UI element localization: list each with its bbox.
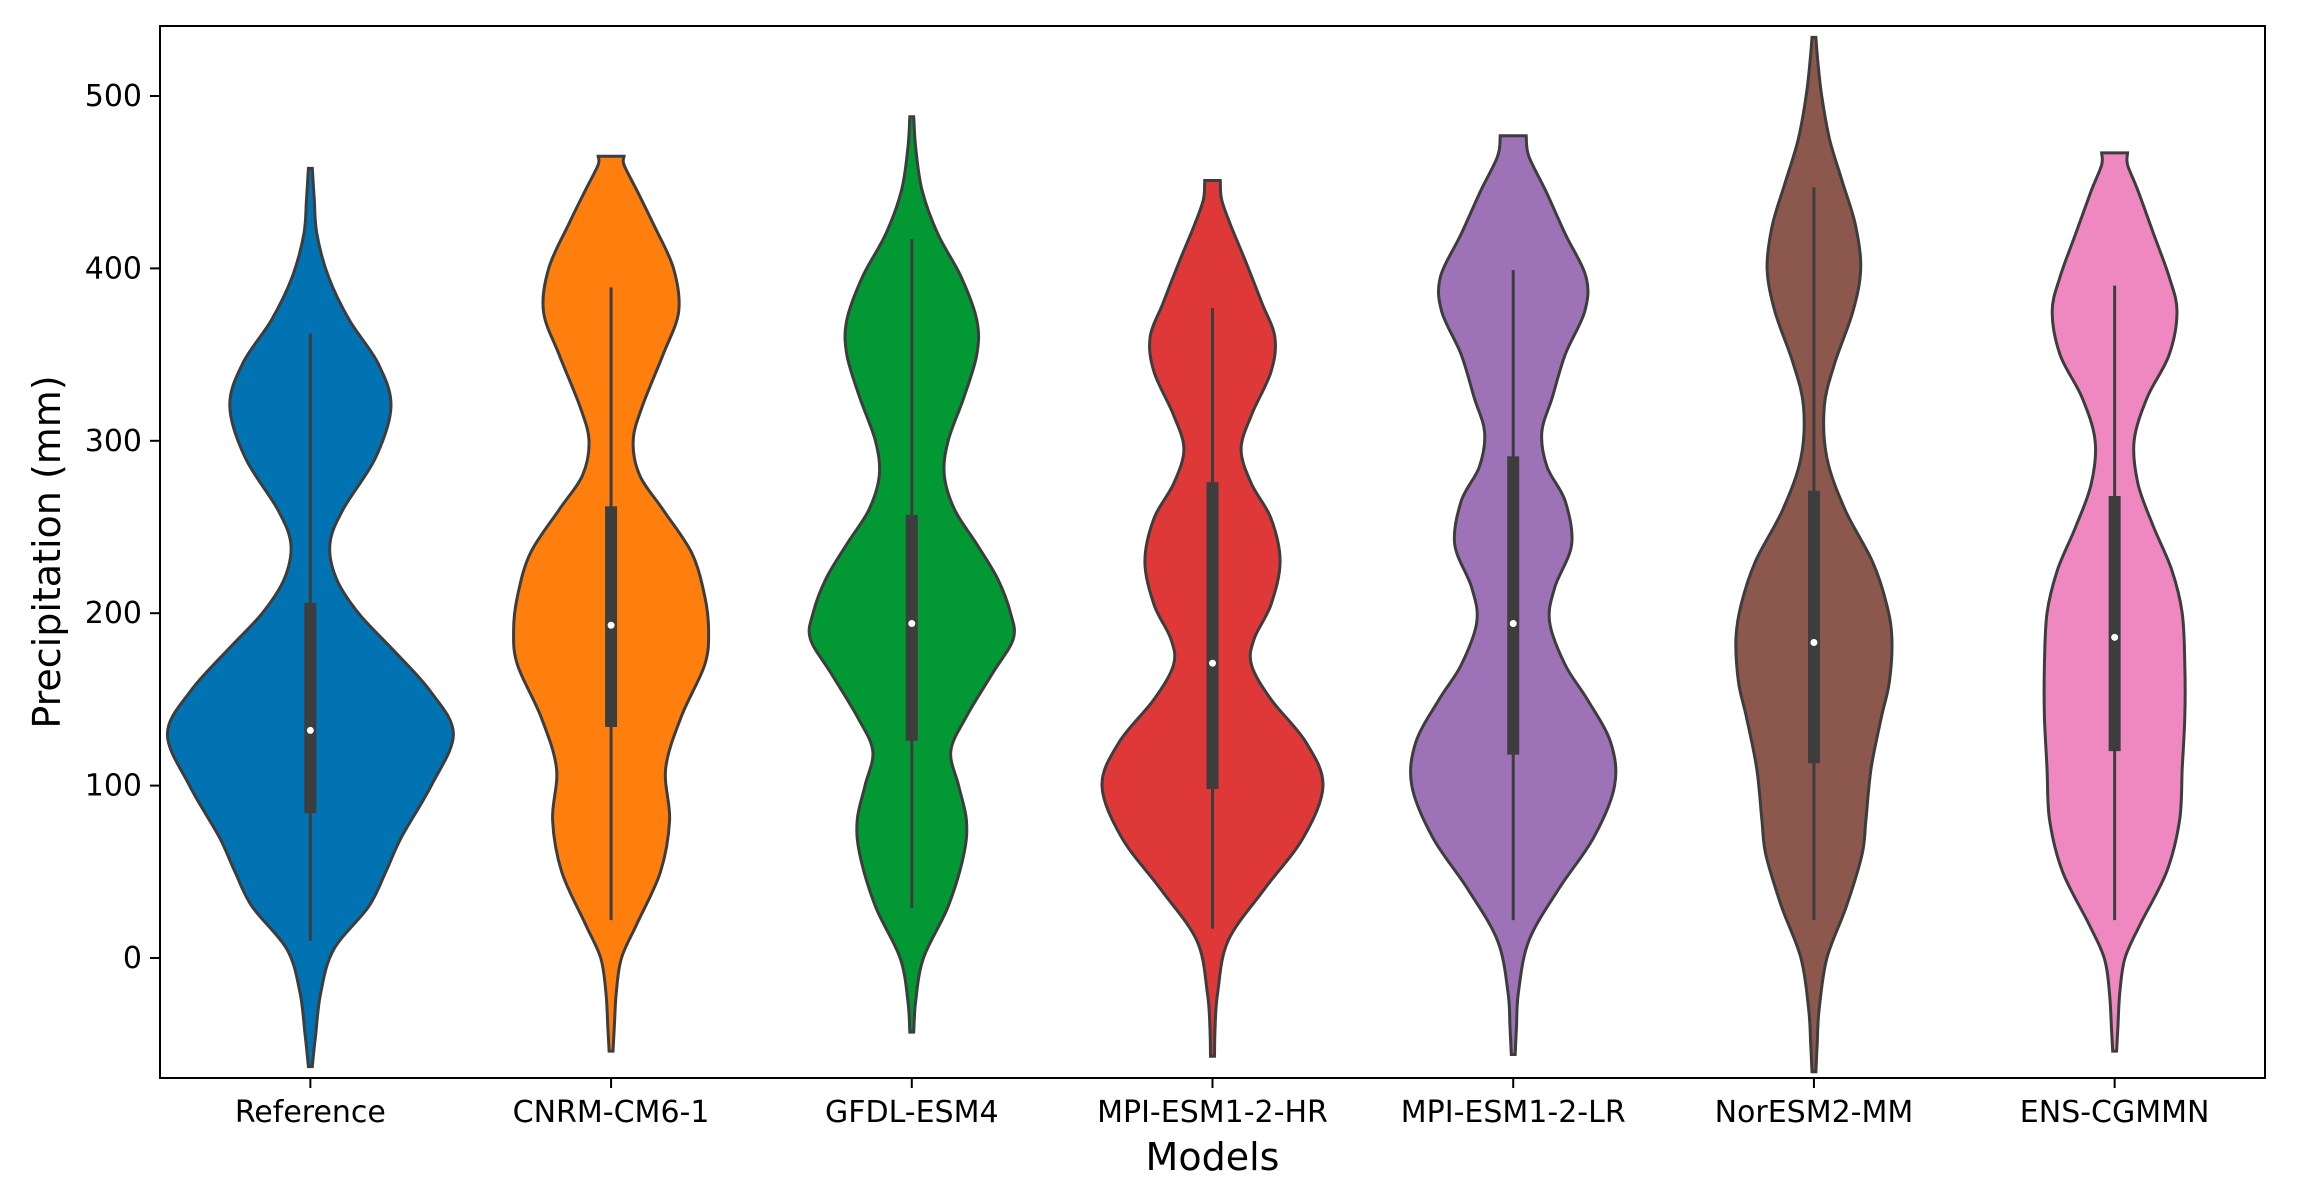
x-tick-label: GFDL-ESM4 [825, 1095, 999, 1130]
y-tick-label: 500 [85, 79, 142, 114]
boxes-group [304, 187, 2121, 941]
median-marker-ens-cgmmn [2111, 633, 2119, 641]
iqr-box-cnrm-cm6-1 [605, 506, 618, 727]
y-tick-label: 300 [85, 424, 142, 459]
x-tick-label: Reference [235, 1095, 386, 1130]
violins-group [165, 35, 2187, 1074]
x-tick-label: ENS-CGMMN [2020, 1095, 2210, 1130]
x-tick-label: MPI-ESM1-2-LR [1401, 1095, 1626, 1130]
y-tick-label: 100 [85, 769, 142, 804]
y-axis-label: Precipitation (mm) [25, 375, 69, 728]
median-marker-noresm2-mm [1810, 639, 1818, 647]
median-marker-mpi-esm1-2-hr [1209, 659, 1216, 667]
iqr-box-mpi-esm1-2-hr [1206, 482, 1219, 790]
median-marker-mpi-esm1-2-lr [1509, 620, 1517, 628]
iqr-box-reference [304, 602, 317, 814]
iqr-box-ens-cgmmn [2108, 495, 2121, 752]
iqr-box-mpi-esm1-2-lr [1507, 456, 1520, 755]
x-tick-label: NorESM2-MM [1715, 1095, 1914, 1130]
x-axis-label: Models [1146, 1135, 1280, 1179]
iqr-box-gfdl-esm4 [905, 514, 918, 741]
x-axis: Reference CNRM-CM6-1 GFDL-ESM4 MPI-ESM1-2-H… [235, 1078, 2210, 1130]
x-tick-label: CNRM-CM6-1 [513, 1095, 710, 1130]
y-axis: 0 100 200 300 400 500 [85, 79, 160, 976]
median-marker-cnrm-cm6-1 [607, 621, 615, 629]
y-tick-label: 0 [123, 941, 142, 976]
median-marker-reference [306, 726, 314, 734]
median-marker-gfdl-esm4 [908, 620, 916, 628]
y-tick-label: 400 [85, 251, 142, 286]
iqr-box-noresm2-mm [1807, 490, 1820, 764]
y-tick-label: 200 [85, 596, 142, 631]
x-tick-label: MPI-ESM1-2-HR [1097, 1095, 1328, 1130]
